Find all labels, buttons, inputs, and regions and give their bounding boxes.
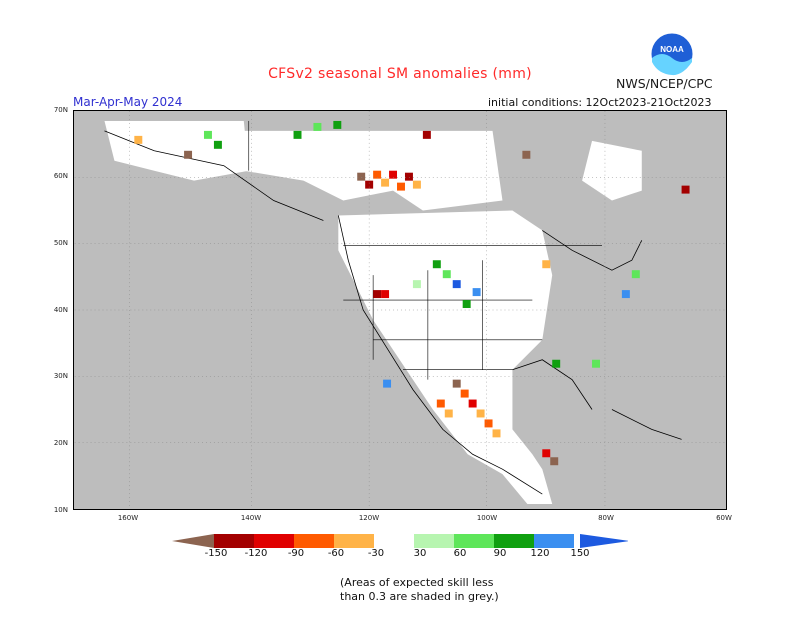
legend-swatch [254,534,294,548]
skill-note: (Areas of expected skill less than 0.3 a… [340,576,560,604]
legend-tick: -150 [204,548,228,559]
legend-colorbar [172,534,628,548]
svg-text:NOAA: NOAA [660,45,684,54]
state-borders [248,120,602,380]
legend-tick: 120 [530,548,550,559]
organization-label: NWS/NCEP/CPC [616,76,713,91]
lat-label: 20N [53,439,68,447]
legend-tick: -30 [367,548,385,559]
legend-swatch [580,534,628,548]
forecast-period: Mar-Apr-May 2024 [73,95,183,109]
lat-label: 60N [53,172,68,180]
legend-swatch [374,534,420,548]
legend-swatch [172,534,214,548]
legend-swatch [414,534,454,548]
lat-label: 70N [53,106,68,114]
chart-title: CFSv2 seasonal SM anomalies (mm) [268,66,532,82]
legend-tick: -120 [244,548,268,559]
lat-label: 10N [53,506,68,514]
lat-label: 40N [53,306,68,314]
lat-label: 50N [53,239,68,247]
legend-tick: 150 [570,548,590,559]
legend-tick: 60 [453,548,467,559]
lon-label: 120W [358,514,380,522]
soil-moisture-map [73,110,727,510]
land-quebec [582,140,642,201]
skill-note-line: than 0.3 are shaded in grey.) [340,590,499,603]
graticule [74,111,726,509]
anomaly-cells [134,120,690,466]
lon-label: 140W [240,514,262,522]
legend-tick: -60 [327,548,345,559]
lon-label: 160W [117,514,139,522]
skill-land-region [104,120,642,505]
legend-tick: 90 [493,548,507,559]
lon-label: 60W [716,514,732,522]
lon-label: 80W [598,514,614,522]
legend-tick: 30 [413,548,427,559]
legend-swatch [534,534,574,548]
land-alaska [104,120,249,181]
legend-swatch [214,534,254,548]
legend-swatch [334,534,374,548]
legend-swatch [454,534,494,548]
noaa-logo: NOAA [650,32,694,76]
coastlines [104,130,682,495]
legend-swatch [494,534,534,548]
lat-label: 30N [53,372,68,380]
legend-swatch [294,534,334,548]
skill-note-line: (Areas of expected skill less [340,576,494,589]
lon-label: 100W [476,514,498,522]
land-canada-north [223,130,503,211]
initial-conditions: initial conditions: 12Oct2023-21Oct2023 [488,96,712,109]
legend-tick: -90 [287,548,305,559]
